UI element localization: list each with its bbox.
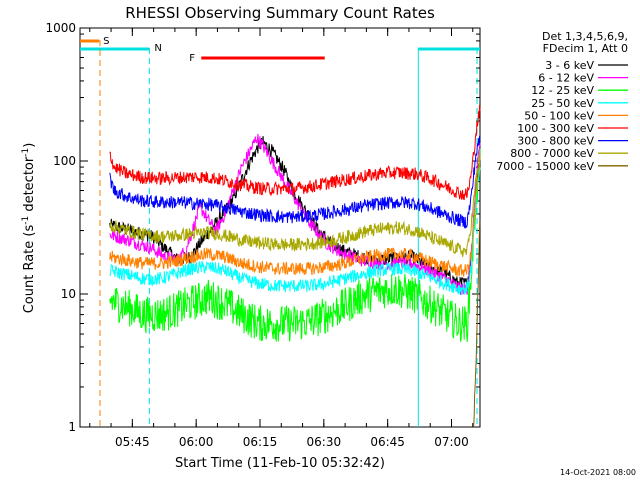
y-axis-label-end: ) (22, 143, 37, 148)
series-line (109, 148, 481, 343)
legend-label: 6 - 12 keV (538, 72, 594, 85)
series-line (109, 133, 481, 295)
legend-label: 12 - 25 keV (531, 84, 594, 97)
series-group (109, 105, 481, 428)
legend-label: 3 - 6 keV (545, 59, 594, 72)
legend-label: 100 - 300 keV (517, 122, 594, 135)
series-line (109, 135, 481, 229)
series-line (109, 167, 481, 296)
y-tick-label: 1000 (45, 21, 76, 35)
legend-label: 50 - 100 keV (524, 109, 594, 122)
legend: Det 1,3,4,5,6,9, FDecim 1, Att 0 3 - 6 k… (496, 30, 628, 173)
x-axis: 05:45 06:00 06:15 06:30 06:45 07:00 (115, 435, 469, 449)
y-axis-label-sup1: -1 (21, 216, 31, 225)
legend-header-line-1: Det 1,3,4,5,6,9, (542, 30, 628, 43)
chart-title: RHESSI Observing Summary Count Rates (125, 4, 435, 22)
y-tick-label: 100 (53, 154, 76, 168)
x-tick-label: 06:00 (179, 435, 214, 449)
plot-area: S N F (79, 27, 481, 428)
legend-label: 7000 - 15000 keV (496, 160, 594, 173)
x-tick-label: 06:30 (307, 435, 342, 449)
y-tick-label: 10 (61, 287, 76, 301)
series-line (109, 152, 481, 257)
flare-flag-label: F (189, 53, 195, 64)
observing-markers: S N F (80, 36, 480, 427)
axis-ticks (80, 27, 480, 428)
saa-label: S (103, 36, 109, 47)
y-axis-label-mid: detector (22, 156, 37, 216)
night-label: N (154, 43, 161, 54)
y-tick-label: 1 (68, 420, 76, 434)
y-axis: 1 10 100 1000 (45, 21, 76, 434)
x-tick-label: 06:45 (370, 435, 405, 449)
series-line (473, 220, 481, 428)
series-line (109, 158, 481, 278)
series-line (109, 136, 481, 291)
x-tick-label: 06:15 (243, 435, 278, 449)
x-tick-label: 07:00 (434, 435, 469, 449)
y-axis-label-sup2: -1 (21, 148, 31, 157)
legend-label: 25 - 50 keV (531, 97, 594, 110)
series-line (109, 105, 481, 201)
legend-label: 800 - 7000 keV (510, 147, 594, 160)
legend-header-line-2: FDecim 1, Att 0 (543, 42, 628, 55)
x-axis-label: Start Time (11-Feb-10 05:32:42) (175, 456, 385, 471)
y-axis-label-main: Count Rate (s (22, 225, 37, 314)
footer-date: 14-Oct-2021 08:00 (560, 468, 636, 477)
y-axis-label: Count Rate (s-1 detector-1) (21, 143, 37, 314)
legend-label: 300 - 800 keV (517, 135, 594, 148)
x-tick-label: 05:45 (115, 435, 150, 449)
